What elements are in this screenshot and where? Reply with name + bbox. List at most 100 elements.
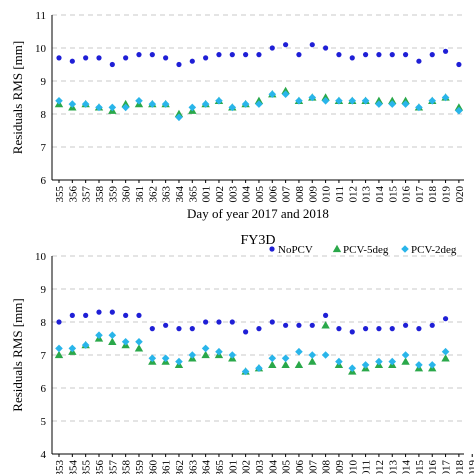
bottom-series0-point <box>123 312 129 318</box>
bottom-series2-point <box>281 354 290 363</box>
bottom-ytick-label: 10 <box>35 251 47 263</box>
legend-label-1: PCV-5deg <box>343 244 389 256</box>
bottom-xtick-label: 353 <box>54 460 66 474</box>
top-series0-point <box>69 58 75 64</box>
top-series1-point <box>121 99 130 108</box>
top-series1-point <box>388 96 397 104</box>
top-xtick-label: 017 <box>414 186 426 203</box>
bottom-ylabel: Residuals RMS [mm] <box>10 298 25 411</box>
top-series2-point <box>281 90 290 98</box>
top-series0-point <box>243 52 249 58</box>
top-series0-point <box>323 45 329 51</box>
bottom-series1-point <box>281 360 290 369</box>
top-series2-point <box>188 103 197 112</box>
top-series0-point <box>402 52 409 58</box>
top-series0-point <box>362 52 369 58</box>
bottom-series0-point <box>189 326 195 332</box>
top-series0-point <box>309 42 315 48</box>
top-series2-point <box>335 97 343 105</box>
bottom-ytick-label: 4 <box>41 449 47 461</box>
bottom-xtick-label: 019 <box>467 460 474 474</box>
bottom-xtick-label: 363 <box>187 460 199 474</box>
bottom-series0-point <box>336 326 342 332</box>
top-series2-point <box>95 103 103 112</box>
top-series2-point <box>108 103 117 112</box>
bottom-chart-title: FY3D <box>240 233 275 248</box>
bottom-xtick-label: 010 <box>347 460 359 474</box>
bottom-series0-point <box>362 326 369 332</box>
top-series2-point <box>161 100 170 108</box>
bottom-xtick-label: 355 <box>81 460 93 474</box>
top-series2-point <box>228 103 237 112</box>
bottom-xtick-label: 005 <box>281 460 293 474</box>
bottom-series2-point <box>175 357 183 366</box>
top-xtick-label: 007 <box>281 186 293 203</box>
top-series1-point <box>374 96 384 104</box>
legend-marker-1 <box>332 244 342 253</box>
bottom-series0-point <box>243 329 249 335</box>
legend-marker-2 <box>401 245 409 253</box>
top-series2-point <box>295 97 303 105</box>
bottom-series2-point <box>121 338 130 346</box>
top-series0-point <box>256 52 262 58</box>
top-series2-point <box>388 100 397 108</box>
bottom-series0-point <box>309 322 315 328</box>
bottom-series2-point <box>108 331 117 339</box>
top-xtick-label: 019 <box>441 186 453 203</box>
top-xtick-label: 358 <box>94 186 106 203</box>
top-ytick-label: 8 <box>41 109 47 121</box>
top-series0-point <box>349 55 355 61</box>
bottom-xtick-label: 017 <box>441 460 453 474</box>
bottom-series2-point <box>268 354 277 363</box>
top-xtick-label: 016 <box>401 186 413 203</box>
top-xtick-label: 020 <box>454 186 466 203</box>
top-series2-point <box>308 93 317 102</box>
bottom-xtick-label: 002 <box>241 460 253 474</box>
top-ytick-label: 10 <box>35 43 47 55</box>
top-series0-point <box>176 61 182 68</box>
bottom-series0-point <box>323 312 329 318</box>
top-xtick-label: 362 <box>147 186 159 203</box>
bottom-series0-point <box>429 322 435 328</box>
bottom-chart-legend: NoPCV PCV-5deg PCV-2deg <box>269 244 457 256</box>
bottom-ytick-label: 6 <box>41 383 47 395</box>
bottom-xtick-label: 359 <box>134 460 146 474</box>
top-series2-point <box>415 103 423 112</box>
bottom-series2-point <box>215 347 223 356</box>
top-xtick-label: 013 <box>361 186 373 203</box>
legend-label-2: PCV-2deg <box>411 244 457 256</box>
top-series0-point <box>442 48 449 54</box>
bottom-series0-point <box>283 322 289 328</box>
bottom-series0-point <box>349 329 355 335</box>
bottom-series0-point <box>269 319 275 325</box>
top-xtick-label: 360 <box>121 186 133 203</box>
bottom-xtick-label: 362 <box>174 460 186 474</box>
bottom-series2-point <box>241 367 250 376</box>
top-chart-xlabel: Day of year 2017 and 2018 <box>187 206 329 221</box>
bottom-series2-point <box>428 361 437 369</box>
top-xtick-label: 008 <box>294 186 306 203</box>
top-series2-point <box>361 97 370 105</box>
top-xtick-label: 011 <box>334 186 346 202</box>
bottom-series1-point <box>54 350 64 359</box>
top-series0-point <box>389 52 395 58</box>
bottom-series2-point <box>361 361 370 369</box>
bottom-series2-point <box>228 351 237 359</box>
top-series2-point <box>321 97 330 105</box>
bottom-xtick-label: 008 <box>321 460 333 474</box>
top-series0-point <box>83 55 89 61</box>
bottom-series1-point <box>321 321 330 329</box>
top-xtick-label: 359 <box>107 186 119 203</box>
bottom-xtick-label: 364 <box>201 460 213 474</box>
top-series2-point <box>68 100 77 108</box>
bottom-series0-point <box>416 326 422 332</box>
bottom-series0-point <box>256 326 262 332</box>
top-series2-point <box>201 100 210 108</box>
bottom-series2-point <box>55 344 63 353</box>
top-series2-point <box>401 100 410 108</box>
bottom-xtick-label: 011 <box>361 460 373 474</box>
top-series2-point <box>81 100 90 108</box>
bottom-series2-point <box>415 361 423 369</box>
bottom-series2-point <box>161 354 170 363</box>
